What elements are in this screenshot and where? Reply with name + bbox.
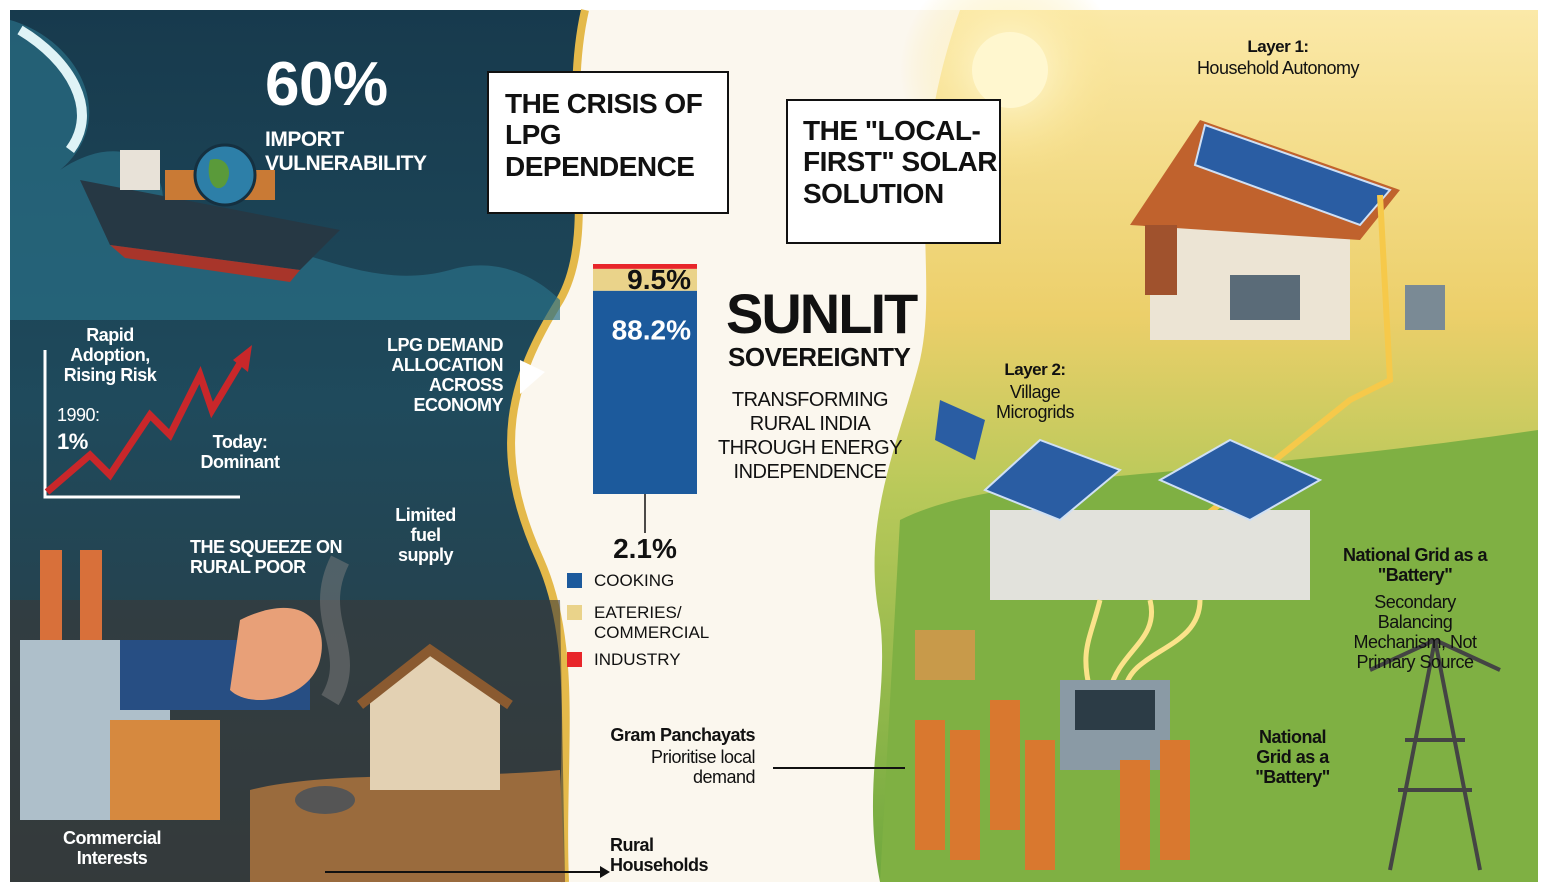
- main-title: SUNLIT: [726, 283, 916, 346]
- main-subtitle: SOVEREIGNTY: [728, 343, 910, 372]
- stat-label: IMPORT VULNERABILITY: [265, 128, 455, 175]
- layer2-text: Village Microgrids: [975, 382, 1095, 422]
- legend-label: EATERIES/ COMMERCIAL: [594, 603, 709, 642]
- tagline: TRANSFORMING RURAL INDIA THROUGH ENERGY …: [715, 388, 905, 484]
- legend-swatch: [567, 573, 582, 588]
- start-year: 1990:: [57, 405, 100, 425]
- commercial: Commercial Interests: [52, 828, 172, 868]
- value-label: 2.1%: [613, 533, 677, 564]
- grid-label: National Grid as a "Battery": [1240, 727, 1345, 787]
- solution-title: THE "LOCAL-FIRST" SOLAR SOLUTION: [803, 115, 998, 209]
- gram-title: Gram Panchayats: [560, 725, 755, 745]
- legend-swatch: [567, 652, 582, 667]
- chart-title: LPG DEMAND ALLOCATION ACROSS ECONOMY: [353, 335, 503, 416]
- end-label: Today: Dominant: [190, 432, 290, 472]
- squeeze: THE SQUEEZE ON RURAL POOR: [190, 537, 365, 577]
- trend-title: Rapid Adoption, Rising Risk: [45, 325, 175, 385]
- layer1-title: Layer 1:: [1178, 37, 1378, 56]
- grid-text: Secondary Balancing Mechanism, Not Prima…: [1335, 592, 1495, 673]
- bar-segment: [593, 264, 697, 269]
- grid-title: National Grid as a "Battery": [1340, 545, 1490, 585]
- layer2-title: Layer 2:: [975, 360, 1095, 379]
- legend-swatch: [567, 605, 582, 620]
- infographic: 88.2%9.5%2.1%COOKINGEATERIES/ COMMERCIAL…: [0, 0, 1548, 887]
- legend-label: INDUSTRY: [594, 650, 681, 669]
- layer1-text: Household Autonomy: [1158, 58, 1398, 78]
- fuel: Limited fuel supply: [383, 505, 468, 565]
- start-value: 1%: [57, 430, 88, 455]
- legend-label: COOKING: [594, 571, 674, 590]
- gram-text: Prioritise local demand: [600, 747, 755, 787]
- households: Rural Households: [610, 835, 730, 875]
- crisis-title: THE CRISIS OF LPG DEPENDENCE: [505, 88, 715, 182]
- stat: 60%: [265, 50, 388, 119]
- value-label: 88.2%: [612, 315, 691, 346]
